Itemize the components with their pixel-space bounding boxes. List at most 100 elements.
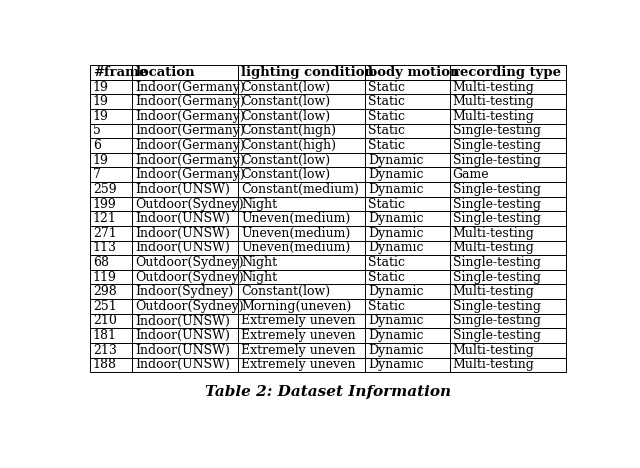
Text: 5: 5	[93, 124, 100, 138]
Bar	[365, 285, 450, 299]
Bar	[90, 95, 132, 109]
Text: Outdoor(Sydney): Outdoor(Sydney)	[135, 197, 244, 211]
Bar	[365, 314, 450, 328]
Text: 271: 271	[93, 227, 116, 240]
Bar	[90, 212, 132, 226]
Bar	[450, 285, 566, 299]
Bar	[132, 212, 238, 226]
Text: Dynamic: Dynamic	[368, 154, 424, 167]
Text: Indoor(Germany): Indoor(Germany)	[135, 139, 245, 152]
Text: Indoor(UNSW): Indoor(UNSW)	[135, 227, 230, 240]
Text: Indoor(UNSW): Indoor(UNSW)	[135, 358, 230, 371]
Text: 19: 19	[93, 110, 109, 123]
Bar	[90, 285, 132, 299]
Text: Single-testing: Single-testing	[452, 154, 541, 167]
Text: Constant(low): Constant(low)	[241, 95, 330, 108]
Bar	[365, 241, 450, 255]
Text: Single-testing: Single-testing	[452, 212, 541, 225]
Text: Static: Static	[368, 300, 405, 313]
Bar	[365, 153, 450, 168]
Text: location: location	[135, 66, 195, 79]
Text: Indoor(Germany): Indoor(Germany)	[135, 110, 245, 123]
Bar	[365, 212, 450, 226]
Bar	[238, 299, 365, 314]
Text: Multi-testing: Multi-testing	[452, 227, 534, 240]
Text: Single-testing: Single-testing	[452, 300, 541, 313]
Text: Night: Night	[241, 256, 277, 269]
Bar	[90, 343, 132, 358]
Bar	[238, 182, 365, 197]
Text: #frame: #frame	[93, 66, 147, 79]
Text: Dynamic: Dynamic	[368, 183, 424, 196]
Text: Multi-testing: Multi-testing	[452, 110, 534, 123]
Bar	[450, 226, 566, 241]
Bar	[238, 65, 365, 80]
Bar	[365, 197, 450, 212]
Text: Outdoor(Sydney): Outdoor(Sydney)	[135, 271, 244, 284]
Bar	[90, 226, 132, 241]
Text: Static: Static	[368, 197, 405, 211]
Bar	[132, 168, 238, 182]
Text: Single-testing: Single-testing	[452, 256, 541, 269]
Text: Constant(low): Constant(low)	[241, 80, 330, 94]
Text: Dynamic: Dynamic	[368, 314, 424, 328]
Text: Dynamic: Dynamic	[368, 285, 424, 298]
Bar	[90, 314, 132, 328]
Text: Indoor(Germany): Indoor(Germany)	[135, 95, 245, 108]
Text: Static: Static	[368, 139, 405, 152]
Bar	[238, 197, 365, 212]
Text: Uneven(medium): Uneven(medium)	[241, 227, 350, 240]
Bar	[238, 109, 365, 124]
Text: 199: 199	[93, 197, 116, 211]
Text: Night: Night	[241, 271, 277, 284]
Bar	[90, 182, 132, 197]
Text: Dynamic: Dynamic	[368, 358, 424, 371]
Text: Single-testing: Single-testing	[452, 329, 541, 342]
Text: Static: Static	[368, 110, 405, 123]
Bar	[365, 255, 450, 270]
Text: Indoor(Germany): Indoor(Germany)	[135, 168, 245, 181]
Bar	[238, 153, 365, 168]
Bar	[450, 95, 566, 109]
Bar	[132, 241, 238, 255]
Text: Single-testing: Single-testing	[452, 314, 541, 328]
Bar	[132, 65, 238, 80]
Bar	[365, 80, 450, 95]
Text: Morning(uneven): Morning(uneven)	[241, 300, 351, 313]
Bar	[450, 343, 566, 358]
Text: Static: Static	[368, 95, 405, 108]
Text: Constant(high): Constant(high)	[241, 124, 336, 138]
Bar	[238, 358, 365, 372]
Text: 19: 19	[93, 95, 109, 108]
Text: Extremely uneven: Extremely uneven	[241, 314, 356, 328]
Text: 7: 7	[93, 168, 100, 181]
Bar	[450, 241, 566, 255]
Bar	[90, 153, 132, 168]
Bar	[365, 65, 450, 80]
Text: Dynamic: Dynamic	[368, 212, 424, 225]
Text: body motion: body motion	[368, 66, 460, 79]
Text: Single-testing: Single-testing	[452, 271, 541, 284]
Text: Uneven(medium): Uneven(medium)	[241, 241, 350, 255]
Text: Constant(low): Constant(low)	[241, 285, 330, 298]
Bar	[450, 109, 566, 124]
Text: Multi-testing: Multi-testing	[452, 80, 534, 94]
Text: Multi-testing: Multi-testing	[452, 95, 534, 108]
Text: Table 2: Dataset Information: Table 2: Dataset Information	[205, 385, 451, 399]
Bar	[132, 358, 238, 372]
Bar	[90, 255, 132, 270]
Text: 19: 19	[93, 154, 109, 167]
Bar	[365, 226, 450, 241]
Text: 298: 298	[93, 285, 116, 298]
Text: Constant(medium): Constant(medium)	[241, 183, 359, 196]
Text: 210: 210	[93, 314, 116, 328]
Bar	[450, 153, 566, 168]
Bar	[132, 197, 238, 212]
Text: Dynamic: Dynamic	[368, 329, 424, 342]
Bar	[365, 343, 450, 358]
Bar	[450, 255, 566, 270]
Bar	[90, 65, 132, 80]
Text: Extremely uneven: Extremely uneven	[241, 344, 356, 357]
Text: Static: Static	[368, 256, 405, 269]
Bar	[450, 124, 566, 138]
